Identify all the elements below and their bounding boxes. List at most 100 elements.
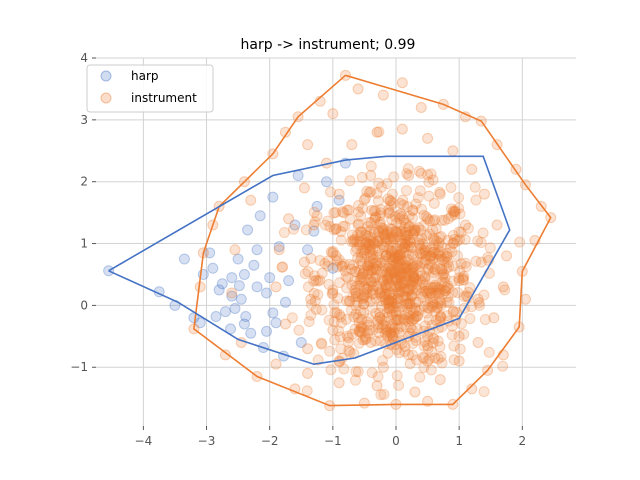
point-instrument xyxy=(343,258,355,270)
point-instrument xyxy=(342,272,354,284)
point-instrument xyxy=(376,266,388,278)
point-instrument xyxy=(398,282,410,294)
point-instrument xyxy=(392,254,404,266)
point-instrument xyxy=(376,239,388,251)
point-instrument xyxy=(357,268,369,280)
point-instrument xyxy=(459,257,471,269)
point-instrument xyxy=(401,168,413,180)
point-instrument xyxy=(394,237,406,249)
point-instrument xyxy=(229,244,241,256)
point-instrument xyxy=(375,222,387,234)
point-instrument xyxy=(391,314,403,326)
point-instrument xyxy=(433,253,445,265)
point-instrument xyxy=(370,211,382,223)
point-instrument xyxy=(395,208,407,220)
point-instrument xyxy=(418,286,430,298)
point-instrument xyxy=(350,286,362,298)
point-instrument xyxy=(427,215,439,227)
point-harp xyxy=(270,317,282,329)
point-instrument xyxy=(345,304,357,316)
point-instrument xyxy=(402,163,414,175)
point-harp xyxy=(226,272,238,284)
point-harp xyxy=(210,311,222,323)
point-instrument xyxy=(453,275,465,287)
point-instrument xyxy=(429,214,441,226)
point-instrument xyxy=(406,262,418,274)
point-instrument xyxy=(270,281,282,293)
point-instrument xyxy=(418,220,430,232)
point-instrument xyxy=(363,256,375,268)
point-instrument xyxy=(483,267,495,279)
point-instrument xyxy=(454,208,466,220)
point-instrument xyxy=(412,310,424,322)
point-instrument xyxy=(347,234,359,246)
point-instrument xyxy=(355,276,367,288)
point-harp xyxy=(238,268,250,280)
point-instrument xyxy=(355,320,367,332)
point-instrument xyxy=(305,309,317,321)
point-instrument xyxy=(432,284,444,296)
point-instrument xyxy=(421,307,433,319)
point-instrument xyxy=(338,207,350,219)
point-instrument xyxy=(387,197,399,209)
point-instrument xyxy=(359,331,371,343)
point-instrument xyxy=(447,230,459,242)
point-instrument xyxy=(403,313,415,325)
point-instrument xyxy=(453,272,465,284)
point-instrument xyxy=(354,255,366,267)
point-instrument xyxy=(428,234,440,246)
point-instrument xyxy=(393,379,405,391)
point-instrument xyxy=(400,292,412,304)
point-instrument xyxy=(459,234,471,246)
point-instrument xyxy=(466,163,478,175)
point-instrument xyxy=(431,235,443,247)
point-instrument xyxy=(355,305,367,317)
point-instrument xyxy=(350,266,362,278)
point-instrument xyxy=(388,251,400,263)
point-instrument xyxy=(383,289,395,301)
point-instrument xyxy=(415,224,427,236)
point-instrument xyxy=(392,286,404,298)
point-instrument xyxy=(361,316,373,328)
point-instrument xyxy=(366,204,378,216)
point-instrument xyxy=(414,267,426,279)
point-instrument xyxy=(408,261,420,273)
point-instrument xyxy=(390,297,402,309)
point-instrument xyxy=(395,320,407,332)
point-instrument xyxy=(400,230,412,242)
point-instrument xyxy=(377,276,389,288)
point-instrument xyxy=(348,259,360,271)
point-instrument xyxy=(406,241,418,253)
point-instrument xyxy=(355,230,367,242)
point-instrument xyxy=(400,230,412,242)
point-instrument xyxy=(402,236,414,248)
point-instrument xyxy=(396,276,408,288)
point-instrument xyxy=(399,238,411,250)
point-instrument xyxy=(353,218,365,230)
point-instrument xyxy=(430,314,442,326)
point-instrument xyxy=(425,250,437,262)
point-instrument xyxy=(392,323,404,335)
point-instrument xyxy=(425,282,437,294)
point-harp xyxy=(245,327,257,339)
point-instrument xyxy=(413,237,425,249)
point-harp xyxy=(216,278,228,290)
point-harp xyxy=(226,290,238,302)
point-instrument xyxy=(435,311,447,323)
point-instrument xyxy=(414,247,426,259)
point-instrument xyxy=(350,287,362,299)
point-instrument xyxy=(389,251,401,263)
point-instrument xyxy=(316,304,328,316)
point-instrument xyxy=(422,287,434,299)
point-instrument xyxy=(440,282,452,294)
point-instrument xyxy=(393,231,405,243)
point-instrument xyxy=(419,271,431,283)
point-harp xyxy=(178,253,190,265)
point-instrument xyxy=(407,261,419,273)
point-instrument xyxy=(384,260,396,272)
point-instrument xyxy=(396,242,408,254)
point-instrument xyxy=(447,306,459,318)
point-instrument xyxy=(391,285,403,297)
point-instrument xyxy=(395,267,407,279)
point-harp xyxy=(242,224,254,236)
